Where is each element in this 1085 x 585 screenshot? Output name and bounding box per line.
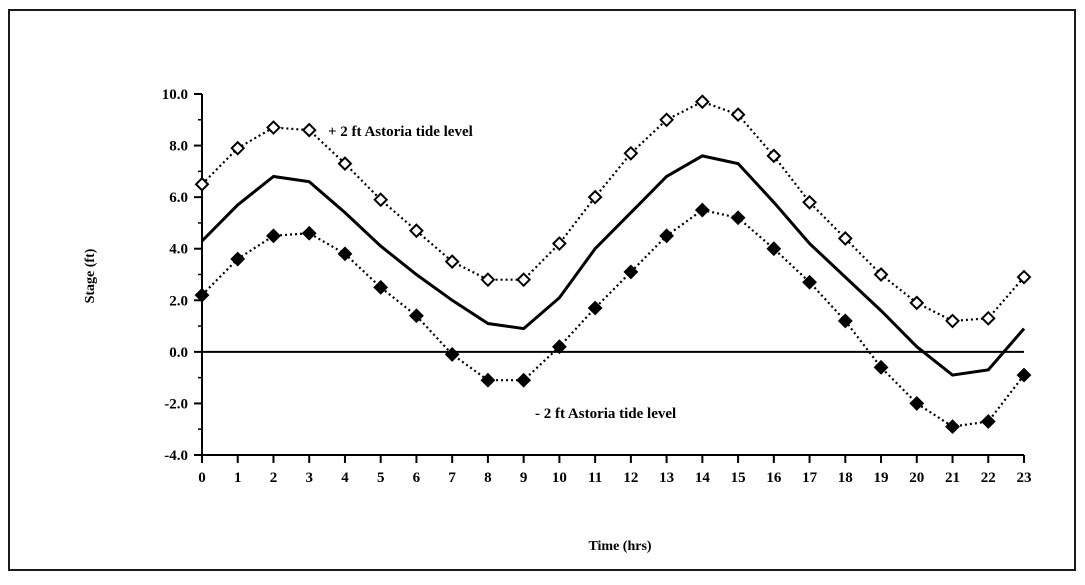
filled-diamond-marker xyxy=(444,347,460,362)
filled-diamond-marker xyxy=(1016,367,1032,383)
y-tick-label: 4.0 xyxy=(169,242,188,258)
open-diamond-marker xyxy=(730,107,746,123)
x-tick-label: 12 xyxy=(623,470,638,486)
filled-diamond-marker xyxy=(373,279,389,295)
x-tick-label: 1 xyxy=(234,470,242,486)
x-tick-label: 0 xyxy=(198,470,206,486)
x-tick-label: 5 xyxy=(377,470,385,486)
filled-diamond-marker xyxy=(873,359,889,375)
x-tick-label: 14 xyxy=(695,470,711,486)
y-tick-label: 8.0 xyxy=(169,139,188,155)
filled-diamond-marker xyxy=(516,372,532,388)
filled-diamond-marker xyxy=(837,313,853,329)
filled-diamond-marker xyxy=(730,210,746,226)
series-line-0 xyxy=(201,100,1025,323)
open-diamond-marker xyxy=(551,236,567,251)
x-tick-label: 17 xyxy=(802,470,818,486)
x-tick-label: 20 xyxy=(909,470,924,486)
annotation-lower-series: - 2 ft Astoria tide level xyxy=(535,406,676,422)
filled-diamond-marker xyxy=(230,251,246,267)
filled-diamond-marker xyxy=(301,225,317,241)
open-diamond-marker xyxy=(802,194,817,210)
open-diamond-marker xyxy=(659,112,675,128)
x-tick-label: 4 xyxy=(341,470,349,486)
open-diamond-marker xyxy=(587,189,603,205)
x-tick-label: 13 xyxy=(659,470,674,486)
series-2 xyxy=(194,202,1032,435)
open-diamond-marker xyxy=(837,230,853,246)
open-diamond-marker xyxy=(337,156,353,172)
x-tick-label: 6 xyxy=(413,470,421,486)
filled-diamond-marker xyxy=(587,300,603,316)
y-tick-label: -2.0 xyxy=(164,396,188,412)
open-diamond-marker xyxy=(945,313,960,329)
open-diamond-marker xyxy=(766,148,782,164)
filled-diamond-marker xyxy=(802,274,817,290)
open-diamond-marker xyxy=(516,272,532,288)
open-diamond-marker xyxy=(980,310,996,326)
y-tick-label: 0.0 xyxy=(169,345,188,361)
open-diamond-marker xyxy=(1016,269,1032,285)
open-diamond-marker xyxy=(444,254,460,270)
open-diamond-marker xyxy=(909,295,925,311)
x-tick-label: 22 xyxy=(981,470,996,486)
filled-diamond-marker xyxy=(551,339,567,355)
y-tick-label: 2.0 xyxy=(169,293,188,309)
open-diamond-marker xyxy=(694,94,710,110)
y-tick-label: 6.0 xyxy=(169,190,188,206)
x-tick-label: 18 xyxy=(838,470,853,486)
open-diamond-marker xyxy=(623,145,639,161)
x-tick-label: 15 xyxy=(731,470,746,486)
series-1 xyxy=(200,154,1026,377)
x-tick-label: 16 xyxy=(766,470,782,486)
series-layer xyxy=(194,94,1032,435)
ticks-layer: -4.0-2.00.02.04.06.08.010.00 1 2 3 4 5 6 7 8 9 10 1… xyxy=(162,87,1032,486)
axes xyxy=(201,94,1024,456)
filled-diamond-marker xyxy=(623,264,639,280)
filled-diamond-marker xyxy=(659,228,675,244)
open-diamond-marker xyxy=(409,223,424,239)
y-axis-title: Stage (ft) xyxy=(83,248,98,303)
open-diamond-marker xyxy=(230,140,246,156)
y-tick-label: -4.0 xyxy=(164,448,188,464)
x-tick-label: 3 xyxy=(305,470,313,486)
x-tick-label: 2 xyxy=(270,470,278,486)
filled-diamond-marker xyxy=(766,241,782,257)
filled-diamond-marker xyxy=(337,246,353,262)
open-diamond-marker xyxy=(194,176,210,192)
x-tick-label: 21 xyxy=(945,470,960,486)
filled-diamond-marker xyxy=(980,414,996,429)
filled-diamond-marker xyxy=(945,419,960,435)
filled-diamond-marker xyxy=(266,228,281,244)
x-axis-title: Time (hrs) xyxy=(588,539,651,554)
x-tick-label: 11 xyxy=(588,470,602,486)
filled-diamond-marker xyxy=(694,202,710,218)
x-tick-label: 19 xyxy=(874,470,889,486)
x-tick-label: 8 xyxy=(484,470,492,486)
figure-frame xyxy=(8,9,1076,571)
filled-diamond-marker xyxy=(909,396,925,411)
open-diamond-marker xyxy=(873,267,889,282)
filled-diamond-marker xyxy=(480,372,496,388)
x-tick-label: 23 xyxy=(1017,470,1032,486)
filled-diamond-marker xyxy=(409,308,424,324)
x-tick-label: 7 xyxy=(448,470,456,486)
y-tick-label: 10.0 xyxy=(162,87,188,103)
open-diamond-marker xyxy=(373,192,389,208)
open-diamond-marker xyxy=(266,120,281,135)
open-diamond-marker xyxy=(301,122,317,138)
x-tick-label: 10 xyxy=(552,470,567,486)
x-tick-label: 9 xyxy=(520,470,528,486)
series-line-2 xyxy=(201,208,1025,428)
open-diamond-marker xyxy=(480,272,496,288)
series-line-1 xyxy=(200,154,1026,377)
series-0 xyxy=(194,94,1032,329)
annotation-upper-series: + 2 ft Astoria tide level xyxy=(328,124,473,140)
